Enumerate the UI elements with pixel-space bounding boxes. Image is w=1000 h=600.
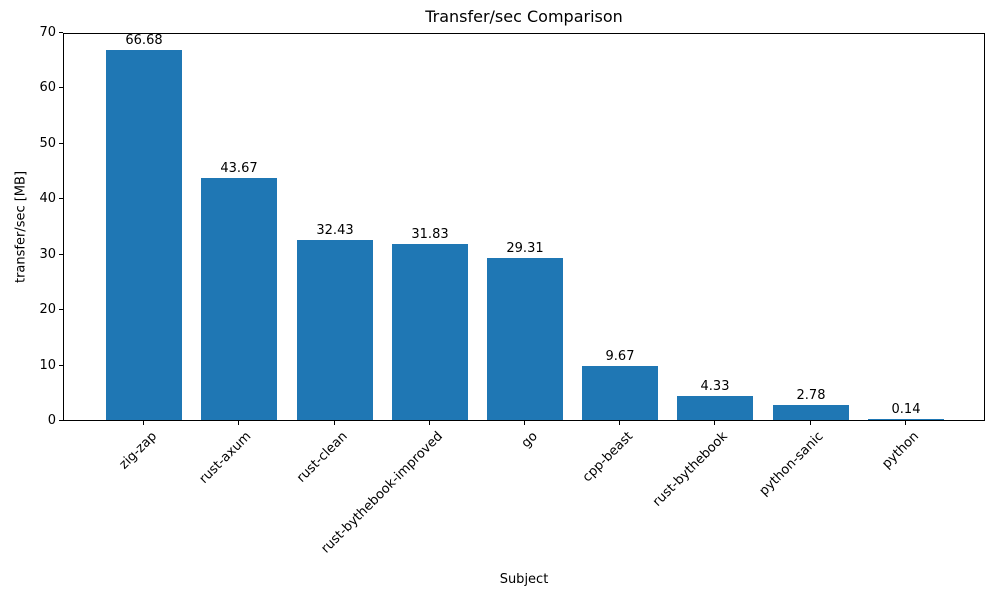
y-tick-label: 70 <box>39 25 56 40</box>
bar <box>868 419 944 420</box>
bar-value-label: 4.33 <box>700 378 730 394</box>
x-tick-label: cpp-beast <box>579 429 636 486</box>
chart-title: Transfer/sec Comparison <box>425 7 623 26</box>
x-tick-label: python <box>878 429 922 472</box>
bar-value-label: 32.43 <box>316 222 354 238</box>
x-tick-label: go <box>518 429 541 452</box>
x-tick-mark <box>714 421 715 425</box>
x-tick-label: python-sanic <box>756 429 827 499</box>
x-tick-label: rust-bythebook <box>649 429 731 510</box>
x-tick-mark <box>429 421 430 425</box>
bar <box>582 366 658 420</box>
bar-value-label: 2.78 <box>796 387 826 403</box>
bar <box>106 50 182 420</box>
bar <box>297 240 373 420</box>
y-tick-label: 0 <box>47 413 56 428</box>
bar <box>487 258 563 420</box>
y-tick-label: 10 <box>39 358 56 373</box>
x-tick-mark <box>143 421 144 425</box>
x-tick-mark <box>238 421 239 425</box>
x-tick-mark <box>810 421 811 425</box>
bar-value-label: 66.68 <box>125 32 163 48</box>
x-tick-mark <box>619 421 620 425</box>
bar-value-label: 9.67 <box>605 348 635 364</box>
y-tick-label: 20 <box>39 302 56 317</box>
y-tick-label: 60 <box>39 80 56 95</box>
x-tick-label: zig-zap <box>116 429 160 473</box>
bar <box>201 178 277 420</box>
x-tick-label: rust-axum <box>196 429 255 487</box>
y-tick-label: 50 <box>39 136 56 151</box>
bar-value-label: 43.67 <box>220 160 258 176</box>
bar <box>773 405 849 420</box>
x-tick-mark <box>334 421 335 425</box>
x-axis-label: Subject <box>499 572 549 587</box>
bar <box>392 244 468 420</box>
bar-value-label: 29.31 <box>506 240 544 256</box>
bar-value-label: 31.83 <box>411 226 449 242</box>
plot-area: 66.68 43.67 32.43 31.83 29.31 9.67 4.33 2.78 0.1… <box>63 33 985 421</box>
y-axis-label: transfer/sec [MB] <box>13 170 29 284</box>
bar-value-label: 0.14 <box>891 401 921 417</box>
x-tick-label: rust-clean <box>293 429 351 486</box>
x-tick-mark <box>905 421 906 425</box>
x-tick-label: rust-bythebook-improved <box>318 429 446 557</box>
x-tick-mark <box>524 421 525 425</box>
bar <box>677 396 753 420</box>
